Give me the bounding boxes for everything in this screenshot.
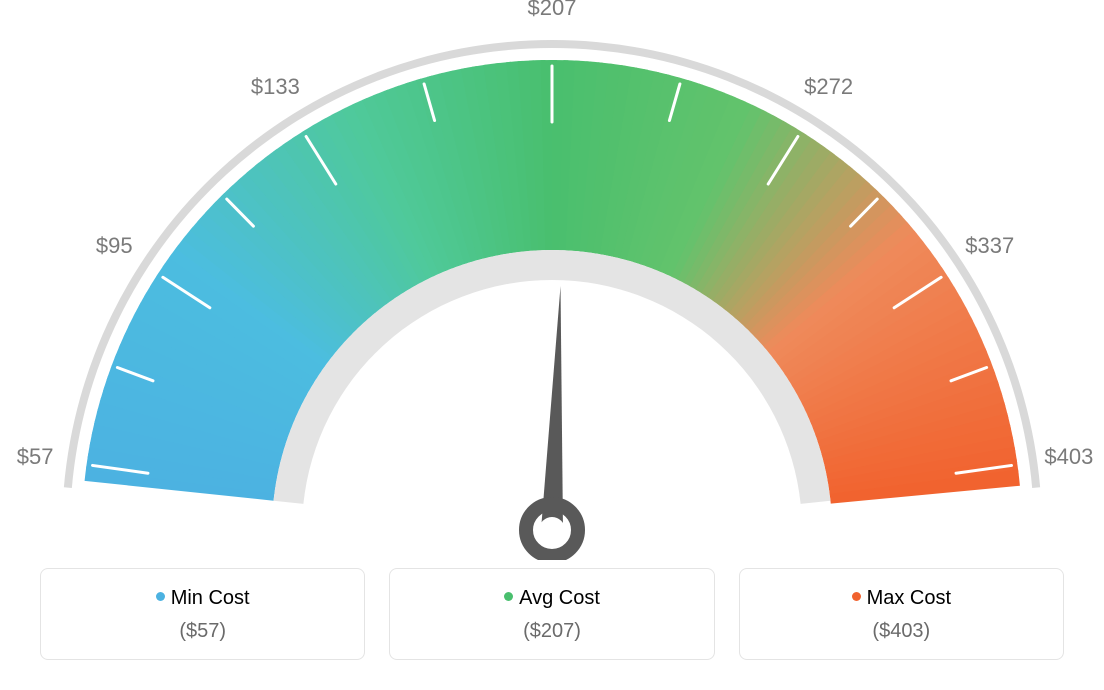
gauge-tick-label: $207	[528, 0, 577, 21]
legend-value-max: ($403)	[750, 620, 1053, 643]
legend-card-max: Max Cost ($403)	[739, 568, 1064, 660]
legend-card-avg: Avg Cost ($207)	[389, 568, 714, 660]
gauge-tick-label: $272	[804, 74, 853, 100]
gauge-svg	[0, 0, 1104, 560]
legend-label-min: Min Cost	[171, 587, 250, 609]
legend-card-min: Min Cost ($57)	[40, 568, 365, 660]
legend-dot-min	[156, 592, 165, 601]
legend-value-avg: ($207)	[400, 620, 703, 643]
legend-dot-max	[852, 592, 861, 601]
legend-title-max: Max Cost	[750, 587, 1053, 610]
legend-label-max: Max Cost	[867, 587, 951, 609]
legend-dot-avg	[504, 592, 513, 601]
legend-title-avg: Avg Cost	[400, 587, 703, 610]
legend-title-min: Min Cost	[51, 587, 354, 610]
legend-row: Min Cost ($57) Avg Cost ($207) Max Cost …	[40, 568, 1064, 660]
gauge-tick-label: $95	[96, 233, 133, 259]
legend-label-avg: Avg Cost	[519, 587, 600, 609]
legend-value-min: ($57)	[51, 620, 354, 643]
gauge-tick-label: $337	[965, 233, 1014, 259]
gauge-tick-label: $57	[17, 444, 54, 470]
gauge-chart: $57 $95 $133 $207 $272 $337 $403	[0, 0, 1104, 560]
gauge-tick-label: $403	[1044, 444, 1093, 470]
gauge-tick-label: $133	[251, 74, 300, 100]
